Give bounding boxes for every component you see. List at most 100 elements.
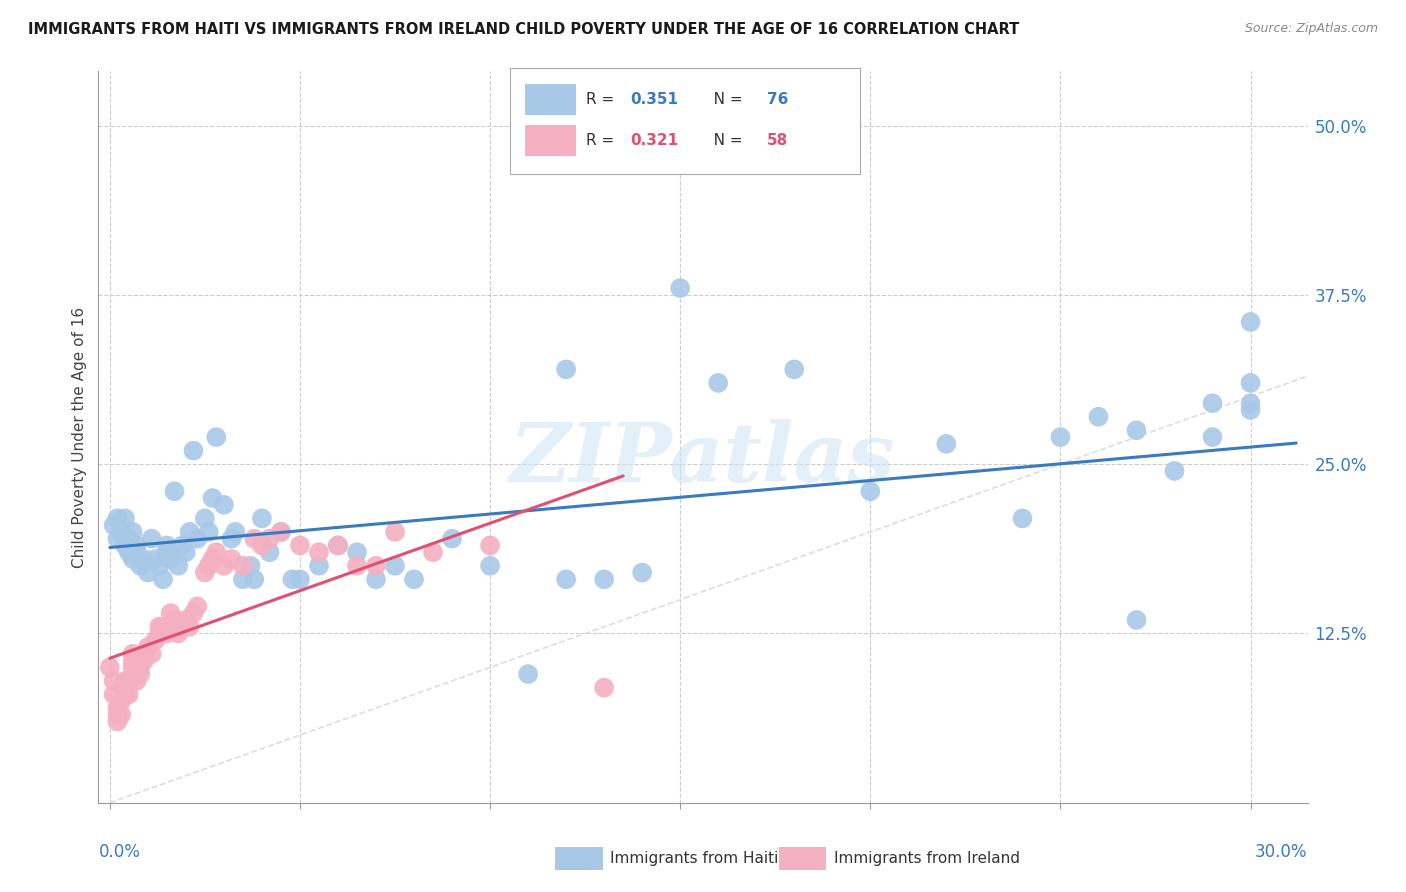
Point: [107, 714, 129, 729]
Point: [125, 660, 148, 674]
Point: [212, 498, 235, 512]
Point: [132, 647, 155, 661]
Point: [114, 673, 136, 688]
Text: 0.0%: 0.0%: [98, 843, 141, 861]
Point: [121, 647, 143, 661]
Text: ZIPatlas: ZIPatlas: [510, 419, 896, 499]
Point: [186, 532, 208, 546]
Point: [163, 613, 186, 627]
Point: [145, 633, 167, 648]
Point: [179, 620, 201, 634]
Point: [1087, 409, 1109, 424]
Point: [132, 654, 155, 668]
Point: [243, 532, 266, 546]
Point: [174, 613, 197, 627]
Point: [163, 484, 186, 499]
Point: [1125, 613, 1147, 627]
Text: 30.0%: 30.0%: [1256, 843, 1308, 861]
Point: [593, 572, 616, 586]
Point: [422, 545, 444, 559]
Point: [194, 511, 217, 525]
Point: [159, 606, 181, 620]
Text: 58: 58: [768, 133, 789, 148]
Point: [156, 545, 179, 559]
Point: [141, 532, 163, 546]
Point: [243, 572, 266, 586]
Point: [1011, 511, 1033, 525]
Point: [174, 545, 197, 559]
Point: [98, 660, 121, 674]
Text: IMMIGRANTS FROM HAITI VS IMMIGRANTS FROM IRELAND CHILD POVERTY UNDER THE AGE OF : IMMIGRANTS FROM HAITI VS IMMIGRANTS FROM…: [28, 22, 1019, 37]
Point: [384, 558, 406, 573]
Point: [121, 660, 143, 674]
Point: [107, 701, 129, 715]
Point: [110, 524, 132, 539]
Point: [859, 484, 882, 499]
Point: [121, 524, 143, 539]
Point: [129, 667, 152, 681]
Point: [593, 681, 616, 695]
Text: Immigrants from Ireland: Immigrants from Ireland: [834, 851, 1019, 866]
Point: [1163, 464, 1185, 478]
Point: [152, 620, 174, 634]
Point: [364, 558, 387, 573]
Point: [170, 538, 193, 552]
Point: [201, 491, 224, 505]
Point: [103, 688, 125, 702]
Point: [167, 626, 190, 640]
Point: [156, 626, 179, 640]
Point: [346, 545, 368, 559]
Point: [107, 707, 129, 722]
Point: [707, 376, 730, 390]
Point: [129, 558, 152, 573]
Point: [1201, 430, 1223, 444]
Point: [201, 552, 224, 566]
Point: [1049, 430, 1071, 444]
Point: [205, 545, 228, 559]
Point: [288, 538, 311, 552]
Point: [250, 511, 273, 525]
Point: [103, 518, 125, 533]
Text: N =: N =: [699, 133, 748, 148]
Point: [1239, 315, 1261, 329]
Point: [402, 572, 425, 586]
Point: [205, 430, 228, 444]
Point: [479, 558, 502, 573]
Point: [224, 524, 246, 539]
Point: [1201, 396, 1223, 410]
Point: [179, 524, 201, 539]
Point: [145, 552, 167, 566]
Point: [141, 647, 163, 661]
Point: [783, 362, 806, 376]
Point: [186, 599, 208, 614]
Point: [114, 681, 136, 695]
Point: [152, 572, 174, 586]
Point: [107, 511, 129, 525]
FancyBboxPatch shape: [779, 847, 827, 870]
Point: [103, 673, 125, 688]
Point: [1239, 403, 1261, 417]
Point: [441, 532, 464, 546]
Point: [183, 443, 205, 458]
Point: [555, 362, 578, 376]
Point: [183, 606, 205, 620]
Text: R =: R =: [586, 133, 619, 148]
Point: [212, 558, 235, 573]
Point: [114, 511, 136, 525]
Point: [364, 572, 387, 586]
Point: [555, 572, 578, 586]
Point: [326, 538, 349, 552]
Point: [308, 545, 330, 559]
Point: [197, 558, 219, 573]
Point: [156, 620, 179, 634]
Point: [259, 545, 281, 559]
Point: [221, 532, 243, 546]
Text: 76: 76: [768, 92, 789, 107]
Point: [326, 538, 349, 552]
Text: Immigrants from Haiti: Immigrants from Haiti: [610, 851, 779, 866]
Point: [384, 524, 406, 539]
Point: [517, 667, 540, 681]
Point: [110, 694, 132, 708]
Y-axis label: Child Poverty Under the Age of 16: Child Poverty Under the Age of 16: [72, 307, 87, 567]
Point: [129, 660, 152, 674]
